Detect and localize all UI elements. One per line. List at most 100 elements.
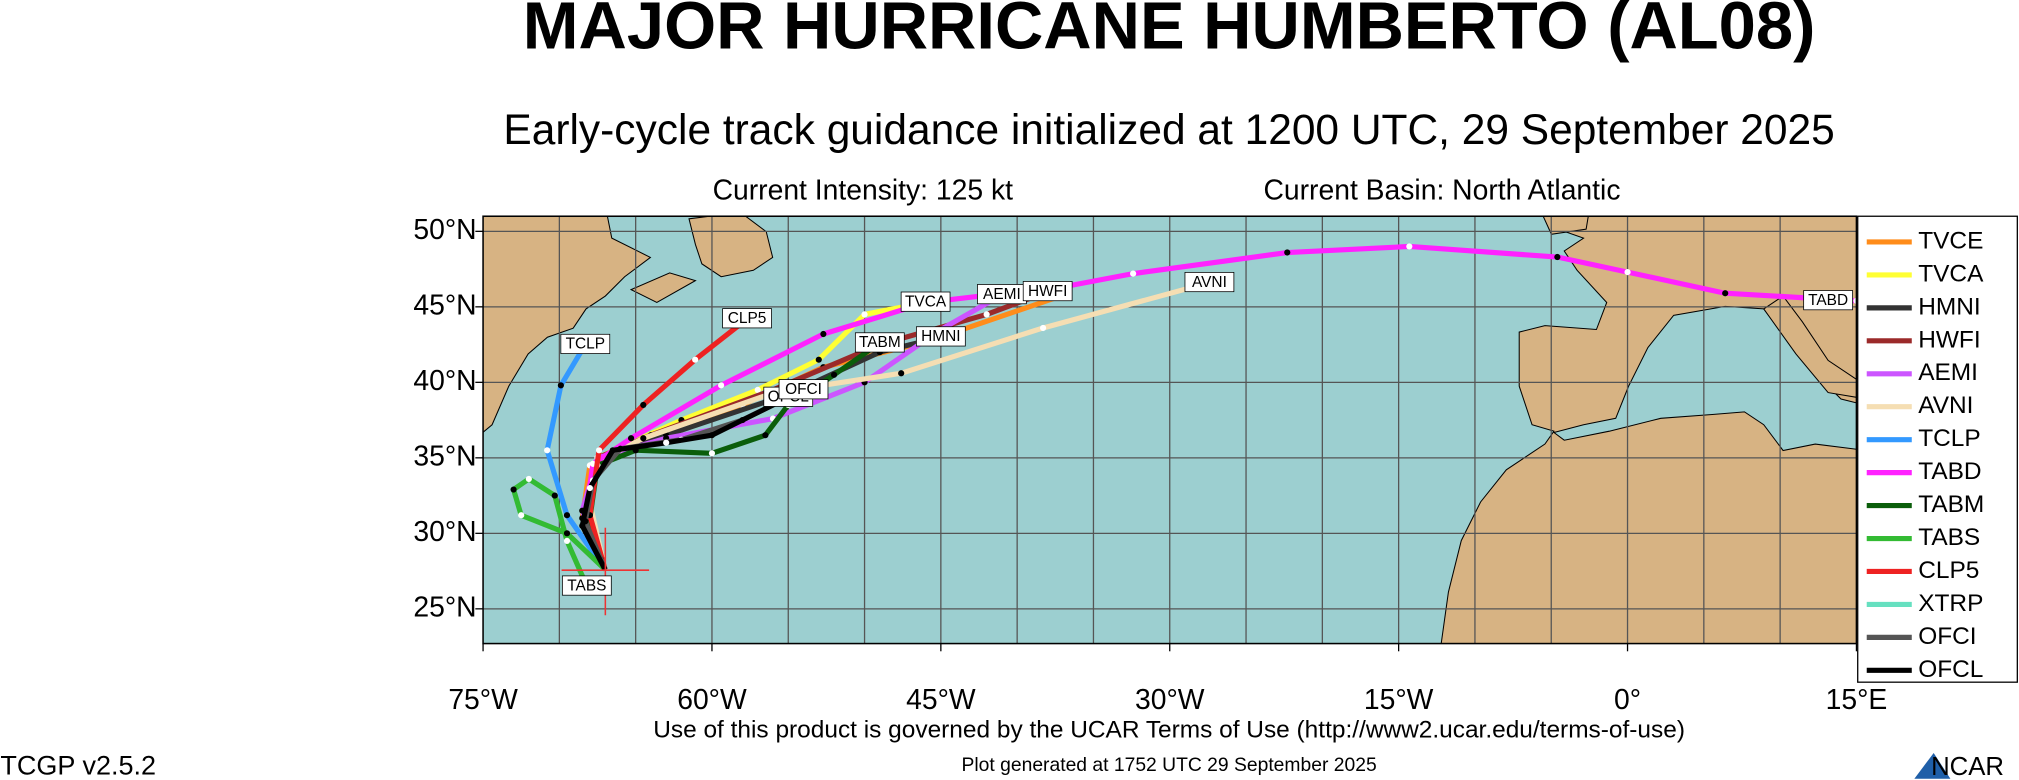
- legend-label: TABD: [1918, 458, 1981, 485]
- track-label-box: [560, 333, 611, 354]
- legend-label: TVCA: [1918, 260, 1984, 287]
- track-point: [861, 311, 868, 318]
- track-point: [1040, 324, 1047, 332]
- track-point: [579, 522, 586, 529]
- track-point: [898, 370, 905, 377]
- lon-tick-label: 45°W: [906, 683, 976, 715]
- legend-label: HWFI: [1918, 326, 1980, 353]
- track-point: [815, 356, 822, 363]
- track-point: [663, 439, 670, 446]
- generated: Plot generated at 1752 UTC 29 September …: [962, 755, 1377, 776]
- track-point: [820, 330, 827, 338]
- basin: Current Basin: North Atlantic: [1263, 173, 1620, 205]
- legend-label: HMNI: [1918, 293, 1980, 320]
- terms: Use of this product is governed by the U…: [653, 717, 1685, 744]
- lat-tick-label: 45°N: [413, 288, 476, 320]
- track-label: AEMI: [983, 286, 1021, 303]
- north-america: [483, 216, 652, 433]
- track-label: TVCA: [905, 293, 947, 310]
- track-point: [627, 435, 635, 442]
- lat-tick-label: 40°N: [413, 364, 476, 396]
- logo-mark: [1914, 752, 1951, 779]
- legend-label: OFCL: [1918, 656, 1983, 683]
- track-point: [718, 382, 725, 389]
- lon-tick-label: 0°: [1614, 683, 1641, 715]
- version: TCGP v2.5.2: [0, 750, 156, 780]
- britain: [1542, 216, 1589, 235]
- track-label-box: [1803, 290, 1853, 311]
- mediterranean: [1552, 305, 1857, 452]
- legend-label: OFCI: [1918, 623, 1976, 650]
- lat-tick-label: 35°N: [413, 439, 476, 471]
- track-label-box: [722, 308, 772, 329]
- map: TVCAAEMIHWFIAVNITABDCLP5TCLPTABMHMNIOFCL…: [413, 213, 1888, 715]
- track-label-box: [1184, 271, 1235, 293]
- track-point: [609, 447, 616, 454]
- track-point: [640, 435, 647, 442]
- track: [587, 316, 749, 571]
- track-point: [1624, 269, 1631, 276]
- track-point: [525, 475, 532, 483]
- track-label-box: [900, 291, 951, 312]
- lon-tick-label: 30°W: [1135, 683, 1205, 715]
- track-label: HWFI: [1028, 283, 1067, 300]
- track-label-box: [778, 379, 829, 400]
- legend-label: AEMI: [1918, 359, 1978, 386]
- track-point: [640, 401, 647, 409]
- track-label: TABS: [567, 577, 606, 594]
- track-point: [551, 492, 558, 499]
- track-point: [563, 537, 571, 544]
- title: MAJOR HURRICANE HUMBERTO (AL08): [523, 0, 1816, 64]
- track-label-box: [561, 575, 612, 596]
- track-label: CLP5: [728, 310, 767, 327]
- lat-tick-label: 50°N: [413, 213, 476, 245]
- track-label-box: [854, 332, 905, 353]
- track-point: [544, 447, 551, 454]
- track-point: [762, 432, 769, 439]
- lat-tick-label: 25°N: [413, 590, 476, 622]
- track-point: [754, 386, 761, 393]
- track-label: TCLP: [566, 336, 605, 353]
- italy: [1763, 295, 1857, 398]
- track-point: [708, 432, 716, 439]
- subtitle: Early-cycle track guidance initialized a…: [503, 106, 1834, 153]
- track-point: [983, 311, 990, 318]
- track-label-box: [1022, 281, 1073, 302]
- legend-label: TABS: [1918, 524, 1980, 551]
- track-point: [595, 447, 603, 454]
- track-label: TABD: [1808, 292, 1848, 309]
- intensity: Current Intensity: 125 kt: [713, 173, 1014, 205]
- track-point: [1406, 243, 1413, 250]
- track-point: [586, 484, 593, 492]
- track-label-box: [916, 326, 966, 347]
- track-label: TABM: [859, 334, 901, 351]
- track-label: HMNI: [921, 328, 960, 345]
- legend-label: TCLP: [1918, 425, 1980, 452]
- logo: NCAR: [1931, 753, 2004, 780]
- track-point: [1722, 290, 1729, 297]
- track-point: [563, 530, 571, 537]
- lon-tick-label: 60°W: [677, 683, 747, 715]
- legend-label: TVCE: [1918, 227, 1983, 254]
- legend-label: XTRP: [1918, 590, 1983, 617]
- track-label: AVNI: [1192, 274, 1227, 291]
- map-frame: [482, 215, 1858, 645]
- lon-tick-label: 15°W: [1364, 683, 1434, 715]
- track-point: [1284, 249, 1291, 256]
- track-point: [557, 382, 564, 389]
- lon-tick-label: 15°E: [1826, 683, 1888, 715]
- legend-label: CLP5: [1918, 557, 1979, 584]
- track-point: [563, 512, 571, 519]
- legend-label: TABM: [1918, 491, 1984, 518]
- lat-tick-label: 30°N: [413, 515, 476, 547]
- track-point: [692, 356, 699, 363]
- track-point: [518, 512, 525, 519]
- legend-label: AVNI: [1918, 392, 1973, 419]
- track-point: [830, 371, 838, 378]
- track-point: [510, 486, 517, 493]
- track-point: [708, 450, 716, 457]
- track-point: [1554, 253, 1561, 261]
- lon-tick-label: 75°W: [448, 683, 518, 715]
